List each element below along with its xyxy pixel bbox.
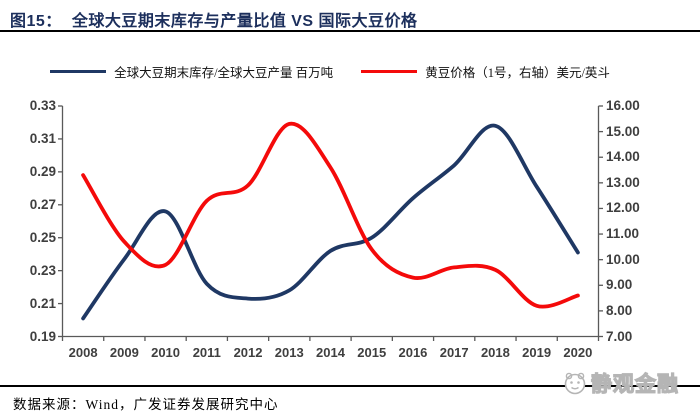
right-axis-tick-label: 16.00: [606, 98, 640, 113]
legend-item-stock-ratio: 全球大豆期末库存/全球大豆产量 百万吨: [50, 62, 333, 81]
right-axis-tick-label: 15.00: [606, 123, 640, 139]
x-axis-tick-label: 2018: [480, 345, 510, 360]
left-axis-tick-label: 0.19: [29, 328, 56, 344]
right-axis-tick-label: 14.00: [606, 149, 640, 165]
left-axis-tick-label: 0.33: [29, 98, 56, 113]
series-line-price: [81, 121, 580, 309]
left-axis-tick-label: 0.25: [29, 229, 56, 245]
legend-label: 全球大豆期末库存/全球大豆产量 百万吨: [114, 66, 334, 80]
x-axis-tick-label: 2010: [151, 345, 181, 360]
x-axis-tick-label: 2009: [109, 345, 139, 360]
left-axis-tick-label: 0.31: [29, 130, 56, 146]
x-axis-tick-label: 2017: [439, 345, 469, 360]
x-axis-tick-label: 2019: [522, 345, 552, 360]
right-axis-tick-label: 9.00: [606, 277, 633, 293]
legend-item-price: 黄豆价格（1号，右轴）美元/英斗: [361, 62, 610, 81]
figure-title: 图15： 全球大豆期末库存与产量比值 VS 国际大豆价格: [10, 7, 418, 31]
left-axis-tick-label: 0.23: [29, 262, 56, 278]
x-axis-tick-label: 2012: [233, 345, 263, 360]
left-axis-tick-label: 0.21: [29, 295, 56, 311]
footer-divider: [0, 385, 700, 387]
x-axis-tick-label: 2011: [192, 345, 221, 360]
x-axis-tick-label: 2013: [274, 345, 304, 360]
left-axis-tick-label: 0.29: [29, 163, 56, 179]
title-divider: [0, 30, 700, 32]
x-axis-tick-label: 2020: [563, 345, 593, 360]
right-axis-tick-label: 7.00: [606, 328, 633, 344]
axis-frame: [61, 106, 600, 338]
x-axis-tick-label: 2015: [357, 345, 387, 360]
right-axis-tick-label: 8.00: [606, 302, 633, 318]
x-axis-tick-label: 2008: [68, 345, 98, 360]
legend-line-swatch: [361, 70, 418, 73]
x-axis-tick-label: 2014: [316, 345, 345, 360]
x-axis-tick-label: 2016: [398, 345, 428, 360]
series-line-stock-ratio: [81, 123, 580, 321]
right-axis-tick-label: 13.00: [606, 174, 640, 190]
figure-title-text: 全球大豆期末库存与产量比值 VS 国际大豆价格: [71, 13, 418, 30]
right-axis-tick-label: 10.00: [606, 251, 640, 267]
watermark-text: 静观金融: [590, 372, 679, 396]
figure-number: 图15：: [10, 13, 62, 30]
chart-legend: 全球大豆期末库存/全球大豆产量 百万吨 黄豆价格（1号，右轴）美元/英斗: [0, 62, 660, 81]
data-source: 数据来源：Wind，广发证券发展研究中心: [13, 397, 279, 412]
legend-line-swatch: [50, 70, 107, 73]
right-axis-tick-label: 12.00: [606, 200, 640, 216]
left-axis-tick-label: 0.27: [29, 196, 56, 212]
legend-label: 黄豆价格（1号，右轴）美元/英斗: [425, 66, 610, 80]
right-axis-tick-label: 11.00: [606, 226, 640, 242]
watermark: 静观金融: [562, 368, 679, 398]
panda-face-icon: [564, 372, 586, 395]
